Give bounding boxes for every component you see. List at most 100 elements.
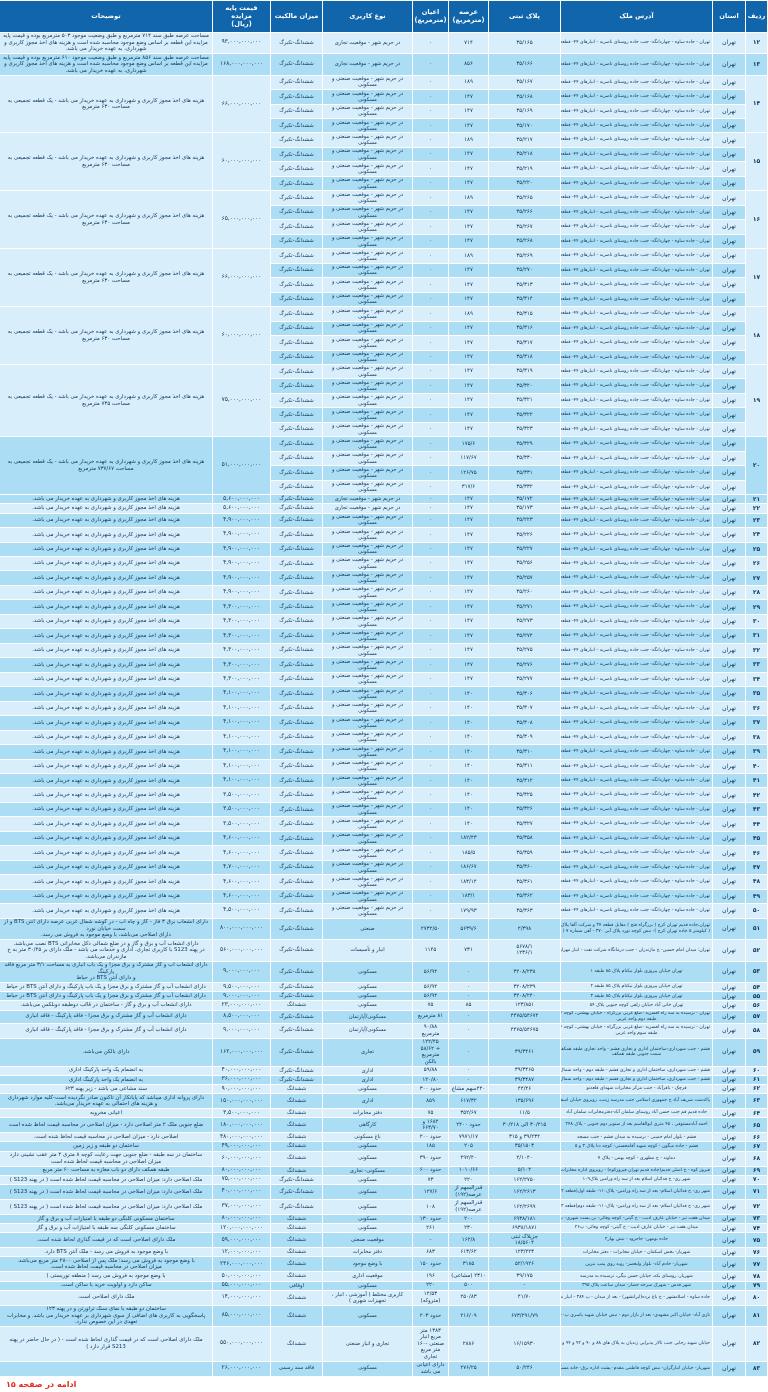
- cell-province: تهران: [712, 729, 746, 746]
- cell-base-price: ۴,۱۰۰,۰۰۰,۰۰۰: [212, 700, 271, 717]
- cell-notes: سند مشاعی می باشد - زیر پهنه ۶۲۳: [0, 1083, 213, 1095]
- cell-address: تهران - جاده ساوه - چهاردانگه- جنب جاده …: [560, 715, 713, 731]
- cell-land-area: ۱۲۶/۷۵: [448, 465, 489, 481]
- cell-registration-plate: ۳۵/۳۱۷: [488, 335, 561, 351]
- cell-row-number: ۸۳: [745, 1360, 768, 1377]
- cell-base-price: ۲۳۶,۰۰۰,۰۰۰,۰۰۰: [212, 1256, 271, 1273]
- cell-ownership: ششدانگ-تکبرگ: [270, 262, 323, 279]
- cell-row-number: ۶۴: [745, 1108, 768, 1119]
- cell-notes: هزینه های اخذ مجوز کاربری و شهرداری به ع…: [0, 363, 213, 438]
- cell-row-number: ۵۵: [745, 991, 768, 1002]
- cell-row-number: ۵۷: [745, 1009, 768, 1024]
- cell-row-number: ۷۴: [745, 1223, 768, 1234]
- cell-built-area: حدود ۶۰۰: [412, 1165, 449, 1176]
- cell-ownership: ششدانگ: [270, 1289, 323, 1306]
- cell-ownership: ششدانگ-تکبرگ: [270, 527, 323, 543]
- cell-province: تهران: [712, 103, 746, 120]
- cell-registration-plate: ۳۵/۳۰۸: [488, 715, 561, 731]
- cell-base-price: ۵,۶۰۰,۰۰۰,۰۰۰: [212, 494, 271, 505]
- cell-base-price: ۴۰,۰۰۰,۰۰۰,۰۰۰: [212, 1065, 271, 1076]
- cell-usage-type: مسکونی: [322, 1083, 413, 1095]
- cell-registration-plate: ۳۵/۳۲۵: [488, 787, 561, 803]
- cell-built-area: ۰: [412, 204, 449, 221]
- cell-usage-type: در حریم شهر - موقعیت صنعتی و مسکونی: [322, 642, 413, 659]
- cell-province: تهران: [712, 407, 746, 423]
- cell-notes: هزینه های اخذ مجوز کاربری و شهرداری به ع…: [0, 436, 213, 496]
- cell-registration-plate: ۳۵/۲۲۶: [488, 527, 561, 543]
- cell-land-area: قدرالسهم از عرصه(۱۹۲): [448, 1183, 489, 1200]
- cell-built-area: ۲۶۱: [412, 1223, 449, 1234]
- cell-row-number: ۱۶: [745, 190, 768, 250]
- column-header-9: توضیحات: [0, 0, 213, 33]
- cell-land-area: ۱۸۶/۶۷: [448, 859, 489, 876]
- cell-notes: ساختمان مسکونی کلنگی دو طبقه با امتیازات…: [0, 1213, 213, 1225]
- cell-row-number: ۷۲: [745, 1198, 768, 1215]
- cell-registration-plate: ۴۱/۷۰: [488, 1289, 561, 1306]
- cell-ownership: ششدانگ-تکبرگ: [270, 378, 323, 394]
- cell-built-area: ۱۶۸۲ و ۶۶۳/۷۰: [412, 1117, 449, 1134]
- cell-registration-plate: ۳۹/۳۴۶۵: [488, 1065, 561, 1076]
- table-row: تهران تهران - جاده ساوه - چهاردانگه- جنب …: [0, 233, 768, 250]
- table-row: ۶۰ تهران فشم - جنب شهرداری، ساختمان اداری …: [0, 1065, 768, 1076]
- cell-usage-type: با وضع موجود: [322, 1256, 413, 1273]
- cell-notes: هزینه های اخذ مجوز کاربری و شهرداری به ع…: [0, 787, 213, 803]
- cell-province: تهران: [712, 190, 746, 206]
- table-row: ۱۷ تهران تهران - جاده ساوه - چهاردانگه- جن…: [0, 248, 768, 308]
- cell-land-area: ۱۴۷: [448, 204, 489, 221]
- cell-row-number: ۳۱: [745, 628, 768, 644]
- cell-ownership: ششدانگ: [270, 1108, 323, 1119]
- cell-built-area: ۰: [412, 613, 449, 630]
- cell-notes: ملک اصلاحی دارد: میزان اصلاحی در محاسبه …: [0, 1174, 213, 1185]
- cell-built-area: ۱۲۰/۸۰: [412, 1074, 449, 1085]
- cell-built-area: ۰: [412, 161, 449, 177]
- cell-row-number: ۵۳: [745, 960, 768, 984]
- cell-base-price: ۵۱,۰۰۰,۰۰۰,۰۰۰: [212, 436, 271, 496]
- cell-ownership: ششدانگ-تکبرگ: [270, 450, 323, 467]
- cell-address: تهران - جاده ساوه - چهاردانگه- جنب جاده …: [560, 584, 713, 601]
- cell-registration-plate: ۳۵/۱۵۰۳: [488, 1141, 561, 1152]
- cell-built-area: ۰: [412, 479, 449, 496]
- cell-province: تهران: [712, 845, 746, 861]
- cell-built-area: ۰: [412, 132, 449, 148]
- cell-province: تهران: [712, 349, 746, 366]
- cell-usage-type: مسکونی: [322, 1360, 413, 1377]
- cell-registration-plate: ۳۵/۲۶۸: [488, 233, 561, 250]
- cell-province: تهران: [712, 787, 746, 803]
- cell-land-area: ۱۴۷: [448, 392, 489, 409]
- cell-province: تهران: [712, 628, 746, 644]
- cell-usage-type: در حریم شهر - موقعیت صنعتی و مسکونی: [322, 89, 413, 105]
- cell-base-price: ۶۰,۰۰۰,۰۰۰,۰۰۰: [212, 306, 271, 365]
- cell-usage-type: مسکونی: [322, 1223, 413, 1234]
- cell-province: تهران: [712, 1000, 746, 1011]
- cell-usage-type: در حریم شهر - موقعیت صنعتی و مسکونی: [322, 146, 413, 163]
- table-row: ۳۴ تهران تهران - جاده ساوه - چهاردانگه- جن…: [0, 671, 768, 688]
- cell-ownership: ششدانگ-تکبرگ: [270, 830, 323, 847]
- cell-built-area: ۰: [412, 117, 449, 134]
- table-row: ۴۱ تهران تهران - جاده ساوه - چهاردانگه- جن…: [0, 772, 768, 789]
- cell-land-area: ۶۱۳/۶۲: [448, 1247, 489, 1258]
- cell-usage-type: موقعیت صنعتی: [322, 1232, 413, 1249]
- cell-province: تهران: [712, 277, 746, 293]
- cell-built-area: ۰: [412, 378, 449, 394]
- cell-ownership: ششدانگ-تکبرگ: [270, 541, 323, 558]
- cell-ownership: ششدانگ-تکبرگ: [270, 248, 323, 264]
- cell-province: تهران: [712, 1326, 746, 1362]
- cell-registration-plate: ۱۶/۱۵۹۳۰: [488, 1326, 561, 1362]
- cell-province: تهران: [712, 859, 746, 876]
- cell-built-area: ۰: [412, 512, 449, 529]
- cell-base-price: ۴۰,۰۰۰,۰۰۰,۰۰۰: [212, 1183, 271, 1200]
- cell-ownership: ششدانگ-تکبرگ: [270, 570, 323, 586]
- cell-usage-type: در حریم شهر - موقعیت صنعتی و مسکونی: [322, 378, 413, 394]
- table-row: تهران تهران - جاده ساوه - چهاردانگه- جنب …: [0, 335, 768, 351]
- cell-built-area: ۰: [412, 801, 449, 818]
- cell-address: تهران - جاده ساوه - چهاردانگه- جنب جاده …: [560, 117, 713, 134]
- cell-province: تهران: [712, 1074, 746, 1085]
- table-row: تهران تهران - جاده ساوه - چهاردانگه- جنب …: [0, 219, 768, 235]
- cell-province: تهران: [712, 1232, 746, 1249]
- cell-registration-plate: ۳۵/۳۱۶: [488, 320, 561, 337]
- cell-row-number: ۲۳: [745, 512, 768, 529]
- cell-usage-type: در حریم شهر - موقعیت صنعتی و مسکونی: [322, 758, 413, 775]
- cell-land-area: ۳۵۲/۶۷: [448, 1108, 489, 1119]
- cell-ownership: ششدانگ-تکبرگ: [270, 335, 323, 351]
- cell-ownership: ششدانگ-تکبرگ: [270, 1174, 323, 1185]
